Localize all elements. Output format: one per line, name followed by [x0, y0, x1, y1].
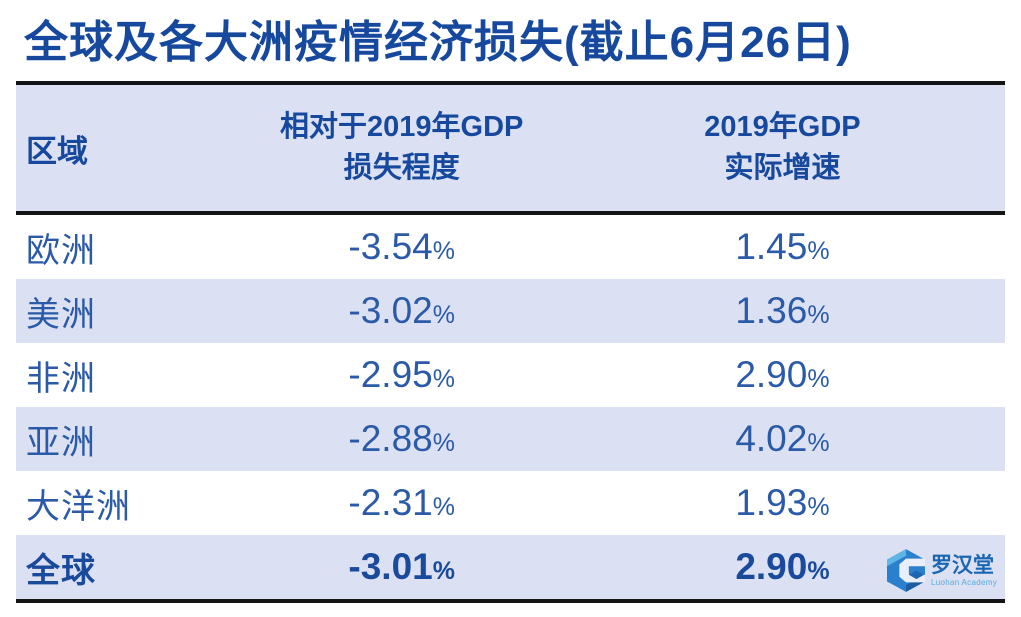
loss-cell: -2.88% — [184, 418, 619, 460]
loss-value: -2.95 — [348, 354, 433, 395]
growth-cell: 1.36% — [619, 290, 945, 332]
column-header-region: 区域 — [26, 133, 88, 169]
percent-sign: % — [807, 429, 830, 457]
loss-cell: -2.95% — [184, 354, 619, 396]
region-cell: 欧洲 — [26, 231, 96, 270]
percent-sign: % — [432, 429, 455, 457]
region-cell: 全球 — [26, 551, 96, 590]
loss-value: -2.88 — [348, 418, 433, 459]
column-header-loss-line2: 损失程度 — [343, 152, 460, 184]
percent-sign: % — [807, 237, 830, 265]
table-row-africa: 非洲 -2.95% 2.90% — [16, 343, 1005, 407]
percent-sign: % — [432, 237, 455, 265]
column-header-growth-line1: 2019年GDP — [704, 111, 861, 144]
loss-value: -3.02 — [348, 290, 433, 331]
table-row-oceania: 大洋洲 -2.31% 1.93% — [16, 471, 1005, 535]
column-header-loss: 相对于2019年GDP 损失程度 — [184, 107, 619, 188]
region-cell: 非洲 — [26, 359, 96, 398]
table-row-europe: 欧洲 -3.54% 1.45% — [16, 215, 1005, 279]
luohan-logo-en: Luohan Academy — [930, 577, 997, 587]
percent-sign: % — [807, 557, 830, 585]
loss-cell: -3.01% — [184, 546, 619, 588]
luohan-academy-logo: 罗汉堂 Luohan Academy — [886, 549, 997, 593]
luohan-logo-cn: 罗汉堂 — [930, 554, 994, 578]
growth-cell: 2.90% — [619, 546, 945, 588]
table-row-americas: 美洲 -3.02% 1.36% — [16, 279, 1005, 343]
loss-cell: -2.31% — [184, 482, 619, 524]
percent-sign: % — [432, 365, 455, 393]
loss-value: -2.31 — [348, 482, 433, 523]
growth-cell: 1.45% — [619, 226, 945, 268]
loss-cell: -3.02% — [184, 290, 619, 332]
luohan-logo-mark — [886, 549, 925, 592]
growth-value: 1.93 — [735, 482, 808, 523]
growth-value: 2.90 — [735, 546, 808, 587]
region-cell: 大洋洲 — [26, 487, 131, 526]
loss-value: -3.54 — [348, 226, 433, 267]
loss-cell: -3.54% — [184, 226, 619, 268]
growth-cell: 2.90% — [619, 354, 945, 396]
percent-sign: % — [807, 301, 830, 329]
luohan-logo-text: 罗汉堂 Luohan Academy — [930, 554, 997, 587]
percent-sign: % — [432, 557, 455, 585]
growth-cell: 4.02% — [619, 418, 945, 460]
column-header-growth-line2: 实际增速 — [724, 152, 841, 184]
percent-sign: % — [807, 493, 830, 521]
region-cell: 美洲 — [26, 295, 96, 334]
page-title: 全球及各大洲疫情经济损失(截止6月26日) — [24, 18, 852, 67]
table-row-asia: 亚洲 -2.88% 4.02% — [16, 407, 1005, 471]
data-table: 区域 相对于2019年GDP 损失程度 2019年GDP 实际增速 欧洲 -3.… — [16, 81, 1005, 603]
growth-value: 1.36 — [735, 290, 808, 331]
column-header-growth: 2019年GDP 实际增速 — [619, 107, 945, 188]
table-header-row: 区域 相对于2019年GDP 损失程度 2019年GDP 实际增速 — [16, 85, 1005, 215]
growth-cell: 1.93% — [619, 482, 945, 524]
column-header-loss-line1: 相对于2019年GDP — [280, 111, 524, 144]
percent-sign: % — [432, 493, 455, 521]
region-cell: 亚洲 — [26, 423, 96, 462]
loss-value: -3.01 — [348, 546, 433, 587]
percent-sign: % — [432, 301, 455, 329]
growth-value: 4.02 — [735, 418, 808, 459]
percent-sign: % — [807, 365, 830, 393]
growth-value: 2.90 — [735, 354, 808, 395]
growth-value: 1.45 — [735, 226, 808, 267]
table-row-global-total: 全球 -3.01% 2.90% — [16, 535, 1005, 599]
